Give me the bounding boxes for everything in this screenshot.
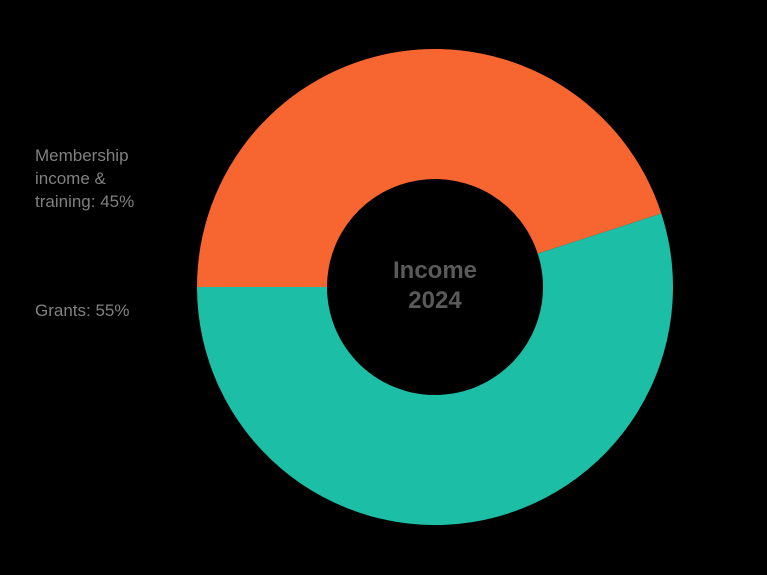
center-title-line1: Income (393, 257, 477, 284)
center-title-line2: 2024 (408, 287, 461, 314)
legend-text: Membership (35, 146, 129, 165)
legend-text: Grants: 55% (35, 301, 130, 320)
chart-container: Income 2024 Membership income & training… (0, 0, 767, 575)
legend-item-membership: Membership income & training: 45% (35, 145, 134, 214)
legend-text: training: 45% (35, 192, 134, 211)
legend-text: income & (35, 169, 106, 188)
chart-center-title: Income 2024 (327, 256, 543, 316)
legend-item-grants: Grants: 55% (35, 300, 130, 323)
